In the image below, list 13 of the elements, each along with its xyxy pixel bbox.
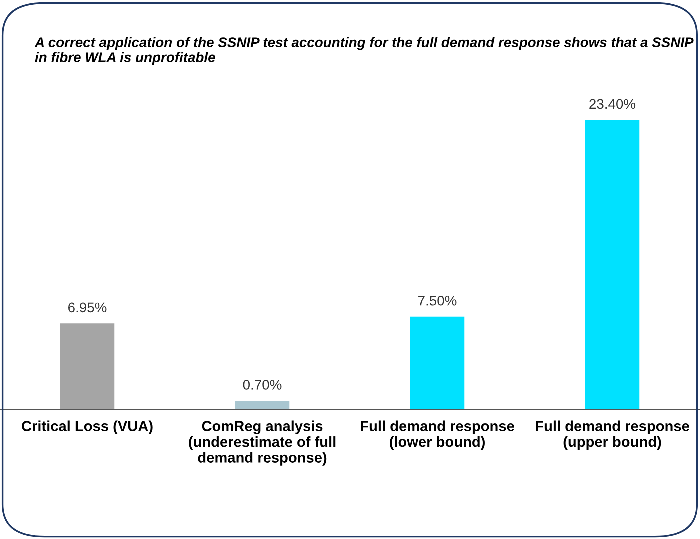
x-tick-label: Full demand response (lower bound) (361, 420, 514, 450)
bar (60, 324, 115, 410)
bar (410, 316, 465, 410)
bar (585, 120, 640, 410)
x-tick-label: Full demand response (upper bound) (536, 420, 690, 450)
bar (235, 400, 290, 410)
data-label: 0.70% (243, 380, 282, 390)
x-tick-label: Critical Loss (VUA) (22, 420, 153, 434)
chart-title: A correct application of the SSNIP test accounting for the full demand response shows that a SSNIP in fibre WLA is unprofitable (34, 37, 694, 66)
data-label: 6.95% (68, 302, 107, 313)
data-label: 7.50% (418, 296, 457, 306)
data-label: 23.40% (590, 99, 636, 110)
x-tick-label: ComReg analysis (underestimate of full demand response) (189, 420, 336, 466)
